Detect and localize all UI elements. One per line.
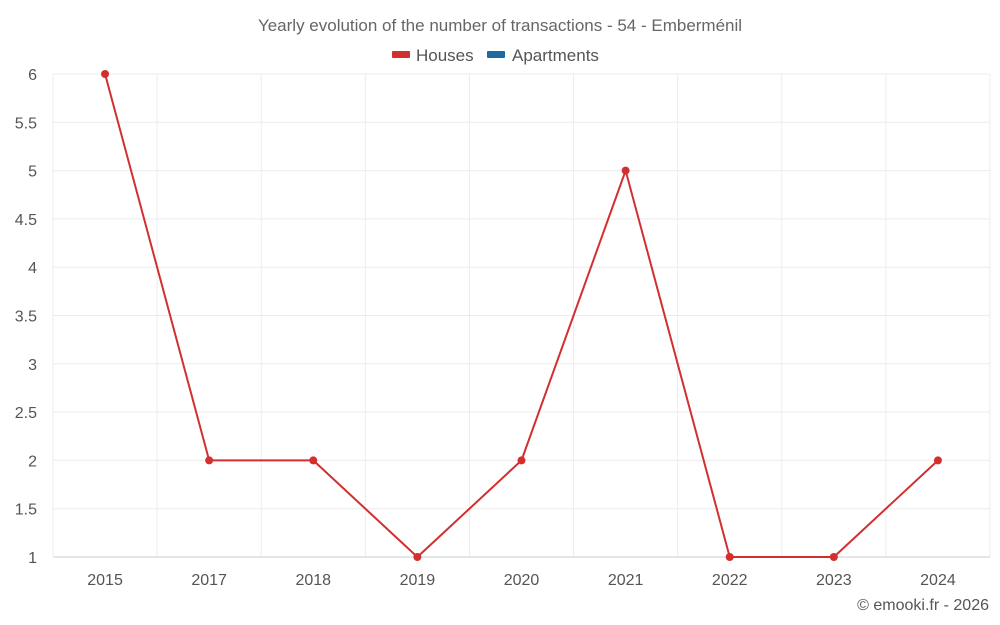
data-point-houses[interactable] [621, 166, 630, 175]
y-tick-label: 4 [28, 260, 37, 277]
data-point-houses[interactable] [933, 456, 942, 465]
y-tick-label: 2 [28, 453, 37, 470]
data-point-houses[interactable] [309, 456, 318, 465]
y-tick-label: 5.5 [15, 115, 37, 132]
y-axis-ticks: 1 1.5 2 2.5 3 3.5 4 4.5 5 5.5 6 [15, 67, 37, 567]
x-axis-ticks: 2015 2017 2018 2019 2020 2021 2022 2023 2024 [87, 572, 956, 589]
y-tick-label: 3.5 [15, 309, 37, 326]
data-point-houses[interactable] [101, 70, 110, 78]
x-tick-label: 2018 [295, 572, 331, 589]
series-houses [101, 70, 942, 561]
x-tick-label: 2024 [920, 572, 956, 589]
y-tick-label: 3 [28, 357, 37, 374]
x-tick-label: 2015 [87, 572, 123, 589]
data-point-houses[interactable] [205, 456, 214, 465]
x-tick-label: 2019 [400, 572, 436, 589]
legend: Houses Apartments [392, 46, 599, 65]
x-tick-label: 2017 [191, 572, 227, 589]
y-tick-label: 2.5 [15, 405, 37, 422]
grid [52, 73, 991, 558]
data-point-houses[interactable] [725, 553, 734, 561]
data-point-houses[interactable] [517, 456, 526, 465]
y-tick-label: 5 [28, 164, 37, 181]
y-tick-label: 4.5 [15, 212, 37, 229]
legend-label-apartments: Apartments [512, 46, 599, 65]
x-tick-label: 2023 [816, 572, 852, 589]
x-tick-label: 2020 [504, 572, 540, 589]
legend-swatch-houses [392, 51, 410, 58]
y-tick-label: 1 [28, 550, 37, 567]
legend-swatch-apartments [487, 51, 505, 58]
data-point-houses[interactable] [829, 553, 838, 561]
legend-label-houses: Houses [416, 46, 474, 65]
y-tick-label: 1.5 [15, 502, 37, 519]
x-tick-label: 2022 [712, 572, 748, 589]
chart-title: Yearly evolution of the number of transa… [258, 16, 742, 35]
credit-text: © emooki.fr - 2026 [857, 597, 989, 614]
data-point-houses[interactable] [413, 553, 422, 561]
legend-item-houses[interactable]: Houses [392, 46, 474, 65]
y-tick-label: 6 [28, 67, 37, 84]
x-tick-label: 2021 [608, 572, 644, 589]
legend-item-apartments[interactable]: Apartments [487, 46, 599, 65]
